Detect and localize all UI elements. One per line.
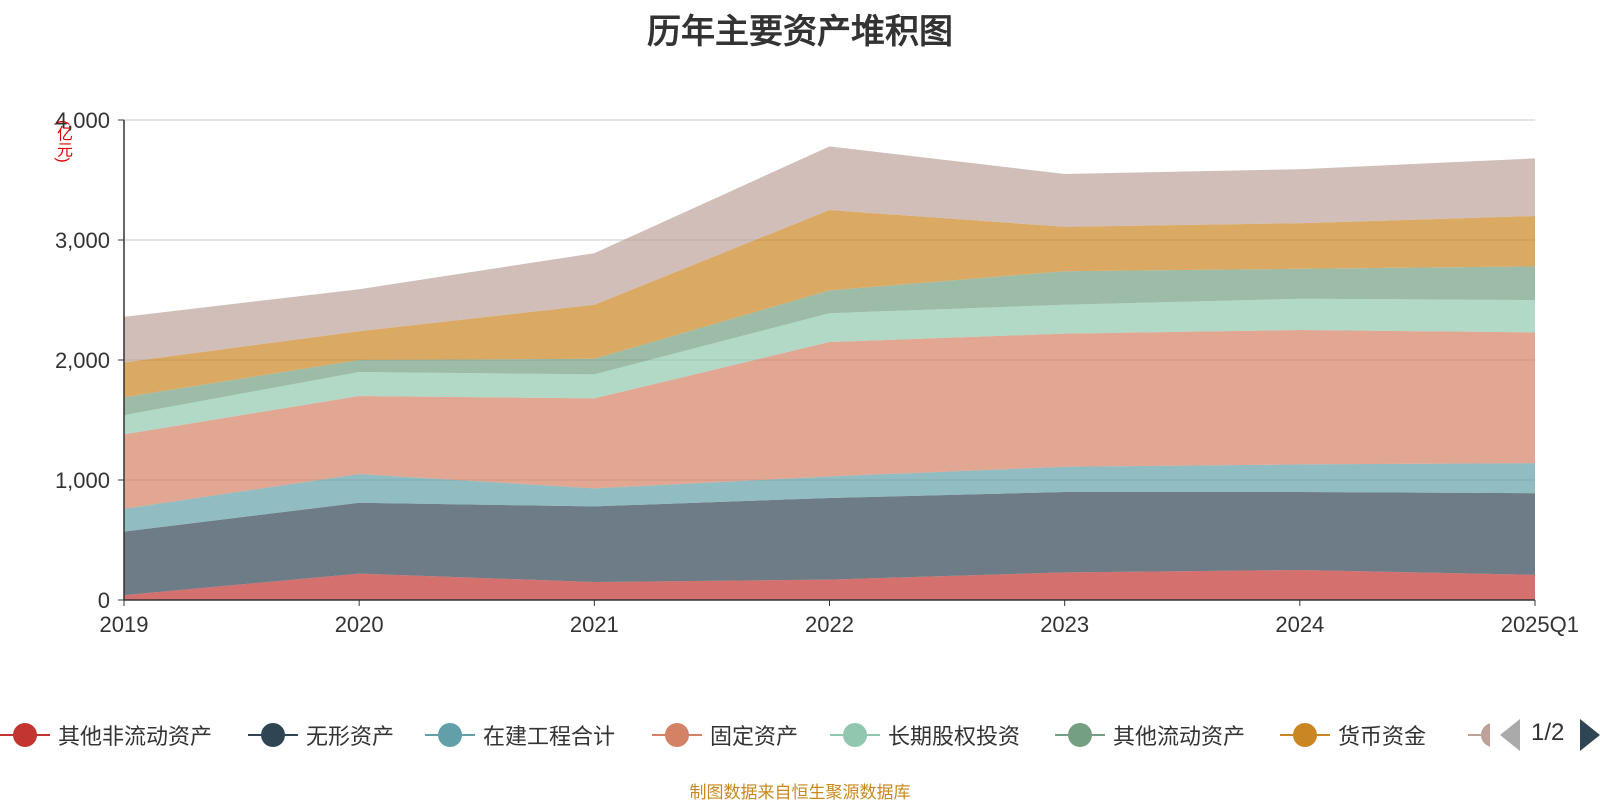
y-axis-unit: (亿元) bbox=[54, 120, 71, 163]
area-series bbox=[124, 146, 1535, 600]
pager-page-indicator: 1/2 bbox=[1531, 719, 1565, 746]
legend-marker-icon bbox=[0, 715, 50, 755]
legend-marker-icon bbox=[1468, 715, 1490, 755]
x-tick-label: 2022 bbox=[805, 612, 854, 637]
area-series-8[interactable] bbox=[124, 146, 1535, 363]
chart-title: 历年主要资产堆积图 bbox=[647, 13, 953, 51]
legend-marker-icon bbox=[248, 715, 298, 755]
x-tick-label: 2025Q1 bbox=[1501, 612, 1579, 637]
y-tick-label: 4,000 bbox=[55, 108, 110, 133]
legend-label: 其他流动资产 bbox=[1113, 724, 1246, 749]
legend-marker-icon bbox=[425, 715, 475, 755]
x-tick-label: 2024 bbox=[1275, 612, 1324, 637]
legend: 其他非流动资产 无形资产 在建工程合计 固定资产 长期股权投资 其他流动资产 货币资金 bbox=[0, 715, 1600, 755]
pager-prev-icon[interactable] bbox=[1500, 719, 1520, 751]
y-tick-label: 0 bbox=[98, 588, 110, 613]
legend-item[interactable]: 固定资产 bbox=[652, 715, 798, 755]
area-series-4[interactable] bbox=[124, 330, 1535, 509]
legend-label: 无形资产 bbox=[306, 724, 395, 749]
area-series-5[interactable] bbox=[124, 298, 1535, 435]
legend-item[interactable]: 其他流动资产 bbox=[1055, 715, 1245, 755]
legend-label: 长期股权投资 bbox=[888, 724, 1021, 749]
legend-marker-icon bbox=[830, 715, 880, 755]
axes: 0 1,000 2,000 3,000 4,000 2019 2020 2021 2022 202… bbox=[55, 108, 1579, 637]
data-source-note: 制图数据来自恒生聚源数据库 bbox=[689, 783, 911, 802]
legend-marker-icon bbox=[1055, 715, 1105, 755]
legend-label: 在建工程合计 bbox=[483, 724, 616, 749]
legend-pager: 1/2 bbox=[1500, 715, 1600, 755]
legend-item-partial[interactable] bbox=[1468, 715, 1490, 755]
x-tick-label: 2020 bbox=[335, 612, 384, 637]
y-tick-label: 3,000 bbox=[55, 228, 110, 253]
legend-item[interactable]: 其他非流动资产 bbox=[0, 715, 212, 755]
x-tick-label: 2023 bbox=[1040, 612, 1089, 637]
legend-label: 固定资产 bbox=[710, 724, 799, 749]
y-tick-label: 2,000 bbox=[55, 348, 110, 373]
legend-marker-icon bbox=[652, 715, 702, 755]
legend-label: 其他非流动资产 bbox=[58, 724, 213, 749]
legend-item[interactable]: 无形资产 bbox=[248, 715, 394, 755]
area-series-7[interactable] bbox=[124, 210, 1535, 398]
area-series-6[interactable] bbox=[124, 266, 1535, 416]
x-tick-label: 2019 bbox=[100, 612, 149, 637]
pager-next-icon[interactable] bbox=[1580, 719, 1600, 751]
legend-marker-icon bbox=[1280, 715, 1330, 755]
stacked-area-chart: 0 1,000 2,000 3,000 4,000 2019 2020 2021 2022 202… bbox=[55, 108, 1579, 637]
y-tick-label: 1,000 bbox=[55, 468, 110, 493]
x-tick-label: 2021 bbox=[570, 612, 619, 637]
area-series-3[interactable] bbox=[124, 463, 1535, 532]
area-series-1[interactable] bbox=[124, 570, 1535, 600]
legend-item[interactable]: 长期股权投资 bbox=[830, 715, 1020, 755]
legend-item[interactable]: 在建工程合计 bbox=[425, 715, 615, 755]
area-series-2[interactable] bbox=[124, 492, 1535, 596]
legend-item[interactable]: 货币资金 bbox=[1280, 715, 1426, 755]
legend-label: 货币资金 bbox=[1338, 724, 1427, 749]
